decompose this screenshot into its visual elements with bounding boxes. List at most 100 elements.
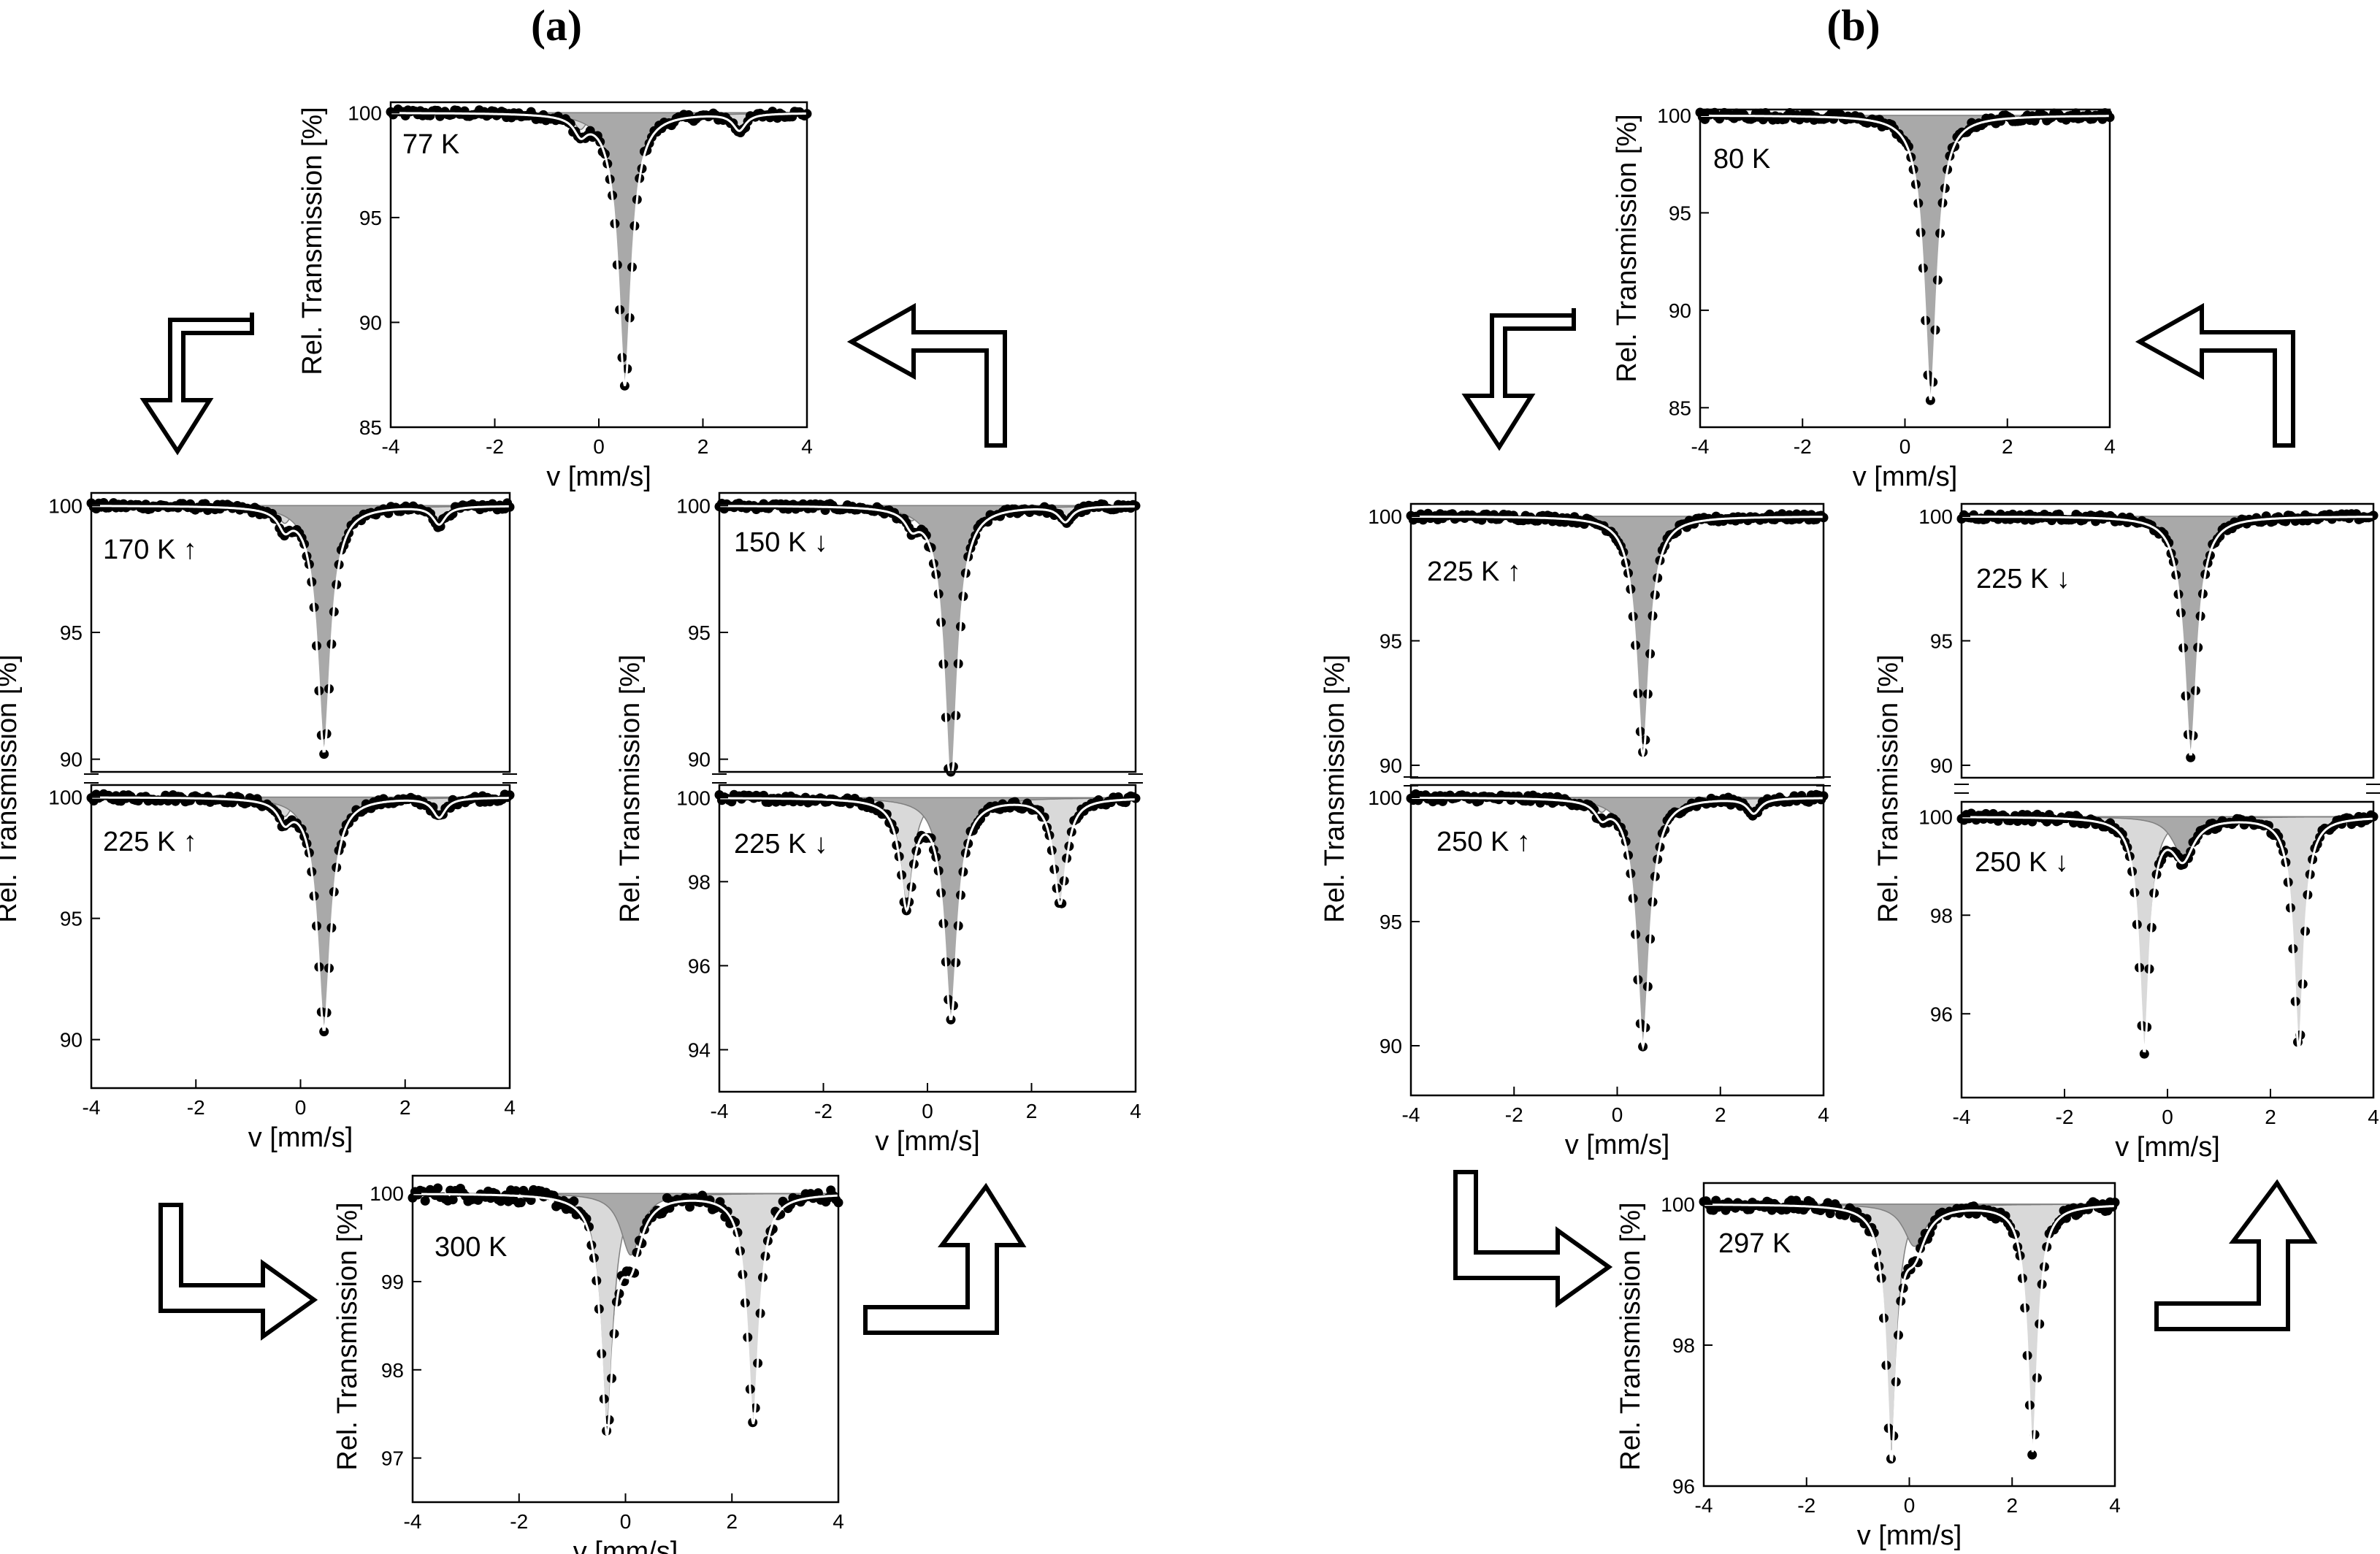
panel-label-a: (a)	[531, 1, 582, 50]
y-axis-label: Rel. Transmission [%]	[1615, 1202, 1646, 1470]
y-axis-label: Rel. Transmission [%]	[1612, 114, 1642, 382]
fit-line	[1411, 516, 1824, 759]
arrow-up-icon	[863, 1182, 1027, 1335]
spectrum-plot: 90 95 100 170 K ↑	[48, 491, 515, 773]
spectrum-plot: 85 90 95 100 -4 -2 0 2 4 v [mm/s] 77 K	[348, 101, 813, 492]
spectrum-plot: 96 98 100 -4 -2 0 2 4 v [mm/s] 297 K	[1661, 1182, 2121, 1551]
y-tick-label: 95	[688, 621, 711, 644]
y-tick-label: 85	[359, 416, 382, 439]
x-tick-label: 0	[620, 1510, 632, 1533]
temperature-label: 250 K ↓	[1975, 847, 2069, 878]
y-axis-label: Rel. Transmission [%]	[332, 1202, 363, 1470]
x-tick-label: -2	[814, 1100, 833, 1122]
spectra-plots: 85 90 95 100 -4 -2 0 2 4 v [mm/s] 77 K 90 95 100 170 K…	[0, 101, 2380, 1554]
y-tick-label: 94	[688, 1038, 711, 1061]
x-tick-label: 2	[726, 1510, 738, 1533]
fit-line	[1704, 1203, 2116, 1462]
y-tick-label: 90	[688, 749, 711, 771]
x-tick-label: 4	[504, 1096, 516, 1119]
y-tick-label: 100	[348, 102, 382, 124]
temperature-label: 170 K ↑	[103, 535, 197, 565]
temperature-label: 297 K	[1718, 1228, 1791, 1259]
x-tick-label: 2	[2265, 1106, 2276, 1128]
y-axis-label: Rel. Transmission [%]	[297, 107, 328, 375]
data-point	[2117, 830, 2127, 839]
fit-line	[719, 505, 1136, 773]
x-tick-label: -2	[187, 1096, 205, 1119]
y-tick-label: 90	[1930, 754, 1953, 777]
y-axis-label: Rel. Transmission [%]	[615, 654, 646, 922]
y-tick-label: 96	[688, 954, 711, 977]
y-tick-label: 100	[1918, 505, 1953, 528]
arrow-down-icon	[139, 313, 254, 456]
spectrum-plot: 90 95 100 225 K ↑	[1368, 502, 1829, 779]
x-tick-label: 2	[1715, 1103, 1726, 1126]
y-axis-label: Rel. Transmission [%]	[1873, 654, 1904, 922]
x-tick-label: -2	[510, 1510, 528, 1533]
data-point	[685, 1202, 695, 1212]
x-tick-label: 0	[922, 1100, 933, 1122]
y-tick-label: 90	[1380, 754, 1402, 777]
spectrum-plot: 90 95 100 -4 -2 0 2 4 v [mm/s] 250 K ↑	[1368, 784, 1829, 1160]
y-tick-label: 90	[1380, 1035, 1402, 1057]
data-point	[2186, 752, 2196, 762]
x-axis-label: v [mm/s]	[1857, 1520, 1962, 1551]
y-tick-label: 96	[1930, 1003, 1953, 1025]
x-tick-label: -2	[2056, 1106, 2074, 1128]
y-tick-label: 100	[1918, 805, 1953, 828]
arrow-up-icon	[2154, 1179, 2318, 1331]
x-tick-label: 4	[2104, 435, 2116, 458]
x-tick-label: 0	[1612, 1103, 1623, 1126]
x-axis-label: v [mm/s]	[2115, 1132, 2220, 1163]
y-tick-label: 100	[48, 494, 83, 517]
fit-line	[413, 1193, 838, 1437]
y-tick-label: 95	[60, 908, 83, 930]
cycle-arrows	[139, 302, 2318, 1341]
fit-line	[719, 797, 1136, 1020]
x-tick-label: 0	[1904, 1494, 1916, 1517]
spectrum-plot: 96 98 100 -4 -2 0 2 4 v [mm/s] 250 K ↓	[1918, 800, 2379, 1163]
x-tick-label: -4	[1953, 1106, 1971, 1128]
data-point	[516, 1198, 526, 1208]
x-tick-label: 2	[2002, 435, 2013, 458]
data-point	[565, 118, 575, 129]
x-tick-label: 4	[801, 435, 813, 458]
y-tick-label: 95	[1930, 630, 1953, 653]
y-axis-label: Rel. Transmission [%]	[1320, 654, 1350, 922]
x-tick-label: -2	[1794, 435, 1812, 458]
x-tick-label: -2	[486, 435, 504, 458]
data-point	[921, 530, 931, 540]
y-tick-label: 98	[381, 1359, 404, 1382]
y-tick-label: 90	[359, 311, 382, 334]
data-point	[433, 1183, 443, 1193]
spectrum-plot: 90 95 100 225 K ↓	[1918, 502, 2379, 779]
y-tick-label: 95	[359, 207, 382, 229]
y-tick-label: 99	[381, 1271, 404, 1293]
y-tick-label: 95	[60, 621, 83, 644]
y-tick-label: 98	[1930, 904, 1953, 927]
y-tick-label: 100	[676, 786, 711, 809]
data-point	[510, 1186, 521, 1196]
spectrum-plot: 97 98 99 100 -4 -2 0 2 4 v [mm/s] 300 K	[370, 1174, 844, 1554]
x-tick-label: -4	[711, 1100, 729, 1122]
x-tick-label: -4	[404, 1510, 422, 1533]
y-tick-label: 95	[1380, 911, 1402, 933]
y-tick-label: 97	[381, 1447, 404, 1470]
data-point	[1925, 395, 1935, 405]
y-tick-label: 90	[60, 749, 83, 771]
x-axis-label: v [mm/s]	[573, 1536, 678, 1554]
arrow-right-icon	[158, 1203, 318, 1341]
x-tick-label: 0	[295, 1096, 307, 1119]
data-point	[272, 514, 282, 524]
temperature-label: 225 K ↑	[103, 827, 197, 857]
temperature-label: 77 K	[402, 129, 459, 160]
data-point	[448, 1195, 458, 1205]
spectrum-plot: 94 96 98 100 -4 -2 0 2 4 v [mm/s] 225 K ↓	[676, 784, 1141, 1157]
x-tick-label: -4	[382, 435, 400, 458]
y-tick-label: 100	[370, 1182, 404, 1205]
y-tick-label: 95	[1380, 630, 1402, 653]
fit-line	[1962, 516, 2373, 756]
x-tick-label: 4	[2109, 1494, 2121, 1517]
spectrum-plot: 90 95 100 150 K ↓	[676, 491, 1141, 777]
